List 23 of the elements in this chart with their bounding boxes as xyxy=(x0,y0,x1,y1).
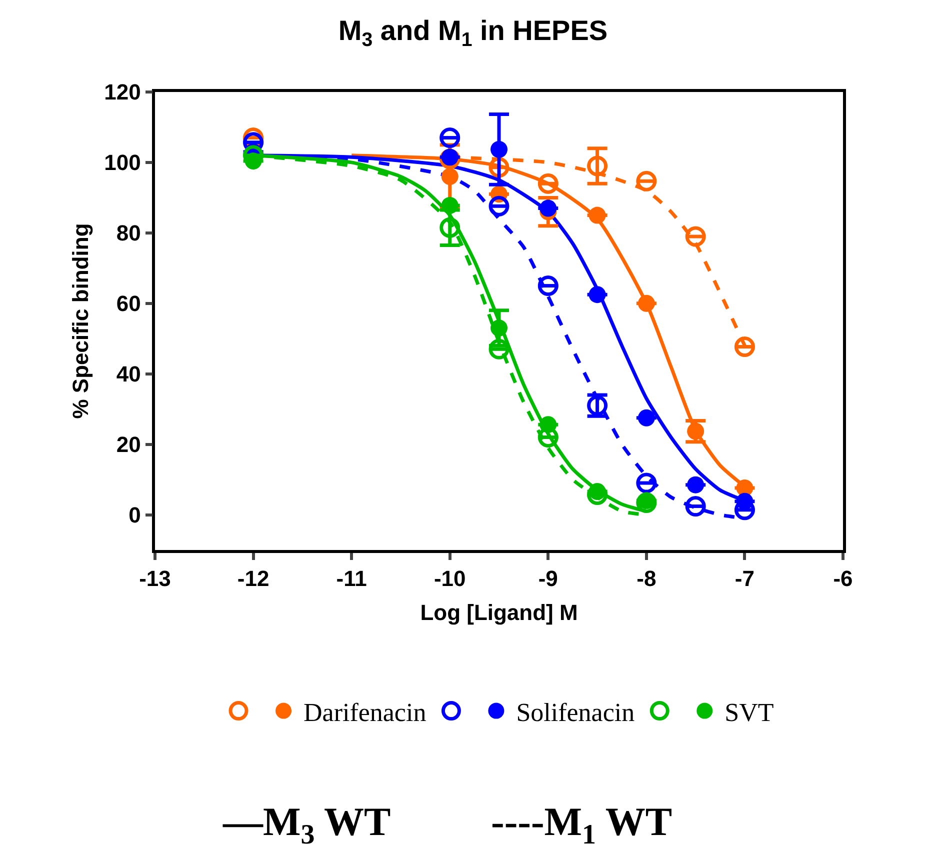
chart-title: M$_{3}$ and M$_{1}$ in HEPES xyxy=(338,15,608,51)
x-axis-title: Log [Ligand] M xyxy=(420,600,578,626)
x-tick-label: -8 xyxy=(636,566,656,592)
y-tick-label: 40 xyxy=(116,362,141,387)
x-tick-label: -10 xyxy=(434,566,466,592)
text: ----M$_{1}$ WT xyxy=(491,799,672,850)
x-tick-label: -6 xyxy=(833,566,853,592)
x-tick-label: -9 xyxy=(538,566,558,592)
y-tick-label: 60 xyxy=(116,291,141,316)
legend-label: SVT xyxy=(724,698,774,727)
x-tick-label: -7 xyxy=(734,566,754,592)
y-axis-title: % Specific binding xyxy=(68,223,93,419)
y-tick-label: 120 xyxy=(104,80,141,105)
y-tick-label: 80 xyxy=(116,220,141,246)
y-tick-label: 0 xyxy=(128,502,141,528)
y-tick-label: 100 xyxy=(104,150,141,176)
y-tick-label: 20 xyxy=(116,432,141,458)
legend-label: Solifenacin xyxy=(516,698,635,727)
x-tick-label: -12 xyxy=(237,566,270,592)
x-tick-label: -13 xyxy=(139,566,171,592)
legend-label: Darifenacin xyxy=(304,698,426,727)
text: —M$_{3}$ WT xyxy=(222,799,392,850)
x-tick-label: -11 xyxy=(336,566,367,592)
